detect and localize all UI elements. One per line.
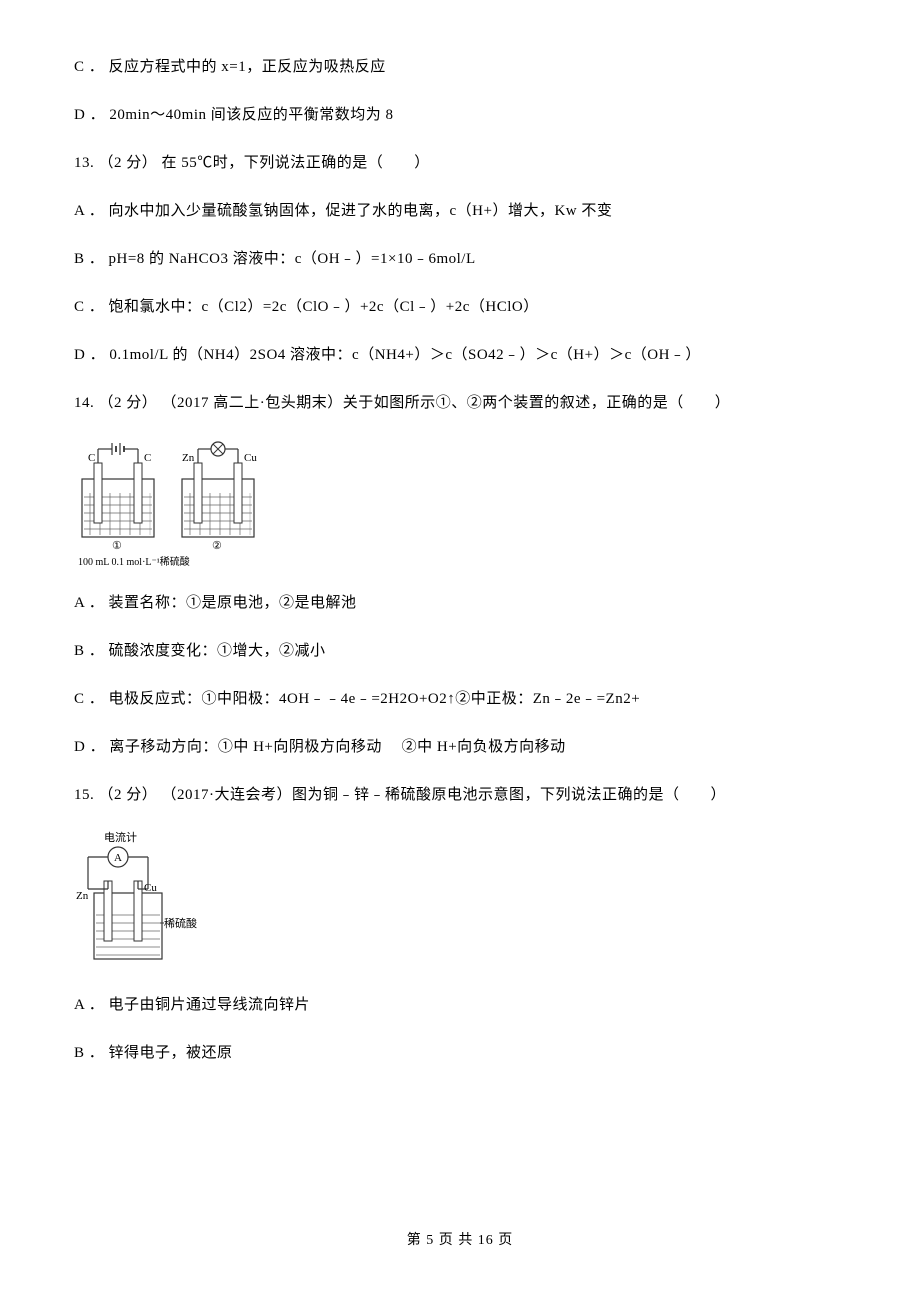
fig14-caption: 100 mL 0.1 mol·L⁻¹稀硫酸 <box>78 555 190 568</box>
fig15-electrode-zn-label: Zn <box>76 890 89 902</box>
fig15-ammeter-label: 电流计 <box>104 831 137 844</box>
question-13-option-b: B ． pH=8 的 NaHCO3 溶液中：c（OH﹣）=1×10﹣6mol/L <box>74 247 846 271</box>
option-d-previous: D ． 20min～40min 间该反应的平衡常数均为 8 <box>74 103 846 127</box>
figure-15: 电流计 A Zn Cu 稀硫酸 <box>74 831 846 979</box>
question-13-option-d: D ． 0.1mol/L 的（NH4）2SO4 溶液中：c（NH4+）＞c（SO… <box>74 343 846 367</box>
fig14-device1-label: ① <box>112 540 122 552</box>
page-footer: 第 5 页 共 16 页 <box>0 1230 920 1252</box>
fig14-device2-label: ② <box>212 540 222 552</box>
question-13-option-c: C ． 饱和氯水中：c（Cl2）=2c（ClO﹣）+2c（Cl﹣）+2c（HCl… <box>74 295 846 319</box>
question-14-option-b: B ． 硫酸浓度变化：①增大，②减小 <box>74 639 846 663</box>
question-13: 13. （2 分） 在 55℃时，下列说法正确的是（ ） <box>74 151 846 175</box>
question-15-option-b: B ． 锌得电子，被还原 <box>74 1041 846 1065</box>
fig15-ammeter-letter: A <box>114 852 122 864</box>
question-15: 15. （2 分） （2017·大连会考）图为铜﹣锌﹣稀硫酸原电池示意图，下列说… <box>74 783 846 807</box>
fig14-electrode-zn-label: Zn <box>182 452 195 464</box>
fig15-solution-label: 稀硫酸 <box>164 916 197 930</box>
question-14-option-a: A ． 装置名称：①是原电池，②是电解池 <box>74 591 846 615</box>
question-14-option-c: C ． 电极反应式：①中阳极：4OH﹣﹣4e﹣=2H2O+O2↑②中正极：Zn﹣… <box>74 687 846 711</box>
option-c-previous: C ． 反应方程式中的 x=1，正反应为吸热反应 <box>74 55 846 79</box>
question-14-option-d: D ． 离子移动方向：①中 H+向阴极方向移动 ②中 H+向负极方向移动 <box>74 735 846 759</box>
fig14-electrode-cu-label: Cu <box>244 452 257 464</box>
question-14: 14. （2 分） （2017 高二上·包头期末）关于如图所示①、②两个装置的叙… <box>74 391 846 415</box>
question-13-option-a: A ． 向水中加入少量硫酸氢钠固体，促进了水的电离，c（H+）增大，Kw 不变 <box>74 199 846 223</box>
fig15-electrode-cu-label: Cu <box>144 882 157 894</box>
fig14-electrode-c1-label: C <box>88 452 95 464</box>
fig14-electrode-c2-label: C <box>144 452 151 464</box>
figure-14: C C ① Zn Cu ② <box>74 439 846 577</box>
question-15-option-a: A ． 电子由铜片通过导线流向锌片 <box>74 993 846 1017</box>
